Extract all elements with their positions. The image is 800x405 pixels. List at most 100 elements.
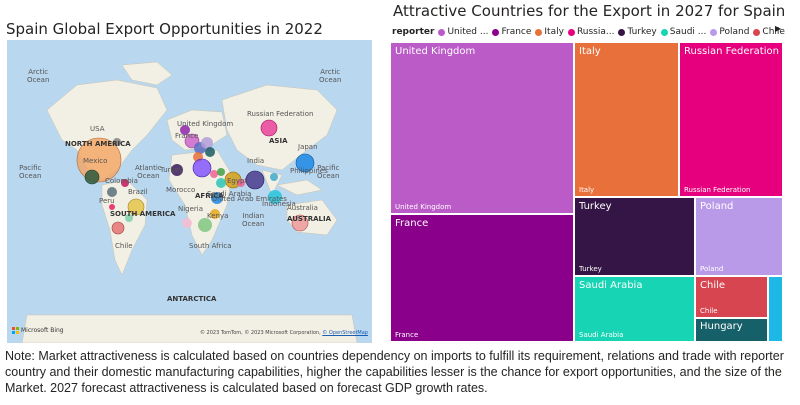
label-nigeria: Nigeria <box>178 205 204 213</box>
tile-label-bottom: Saudi Arabia <box>579 331 624 339</box>
bubble-turkey <box>171 164 183 176</box>
treemap-legend: reporter United ... France Italy Russia.… <box>392 24 789 40</box>
bubble-india <box>245 170 265 190</box>
label-north-america: NORTH AMERICA <box>65 140 131 148</box>
tile-russian-federation[interactable]: Russian Federation Russian Federation <box>679 42 783 197</box>
bubble-uae <box>211 192 223 204</box>
bubble-venezuela <box>121 179 129 187</box>
bubble-poland <box>201 137 213 149</box>
legend-label: France <box>501 27 532 37</box>
tile-france[interactable]: France France <box>390 214 574 342</box>
bubble-israel <box>217 168 225 176</box>
label-antarctica: ANTARCTICA <box>167 295 217 303</box>
tile-label-bottom: United Kingdom <box>395 203 452 211</box>
label-pacific-left: Pacific Ocean <box>19 164 42 180</box>
tile-hungary[interactable]: Hungary <box>695 318 768 342</box>
legend-item-united-kingdom[interactable]: United ... <box>438 27 488 37</box>
legend-label: Chile <box>762 27 785 37</box>
bubble-united-kingdom <box>180 125 190 135</box>
label-kenya: Kenya <box>207 212 229 220</box>
legend-item-chile[interactable]: Chile <box>753 27 785 37</box>
label-south-america: SOUTH AMERICA <box>110 210 176 218</box>
bubble-nigeria <box>182 218 192 228</box>
legend-item-poland[interactable]: Poland <box>710 27 749 37</box>
label-brazil: Brazil <box>128 188 148 196</box>
tile-turkey[interactable]: Turkey Turkey <box>574 197 695 276</box>
legend-dot <box>438 28 446 36</box>
bubble-paraguay <box>109 204 115 210</box>
label-arctic-ocean-right: Arctic Ocean <box>319 68 342 84</box>
legend-label: Turkey <box>627 27 657 37</box>
bubble-hungary <box>205 147 215 157</box>
bubble-japan <box>295 153 315 173</box>
bubble-indonesia <box>268 190 282 204</box>
legend-label: Russia... <box>576 27 615 37</box>
tile-united-kingdom[interactable]: United Kingdom United Kingdom <box>390 42 574 214</box>
label-peru: Peru <box>99 197 115 205</box>
bubble-russian-federation <box>260 119 278 137</box>
legend-item-italy[interactable]: Italy <box>535 27 564 37</box>
map-landmass <box>21 61 358 343</box>
legend-next-chevron-right-icon[interactable]: ▶ <box>775 24 782 33</box>
label-africa: AFRICA <box>195 192 224 200</box>
legend-dot <box>567 28 575 36</box>
label-india: India <box>247 157 265 165</box>
legend-dot <box>753 28 761 36</box>
bubble-saudi-arabia <box>216 178 226 188</box>
footnote: Note: Market attractiveness is calculate… <box>5 349 784 395</box>
bubble-layer <box>76 119 315 235</box>
bubble-morocco <box>192 158 212 178</box>
bubble-kenya <box>210 209 220 219</box>
label-egypt: Egypt <box>227 177 248 185</box>
tile-label-top: Poland <box>700 201 734 212</box>
tile-label-bottom: Russian Federation <box>684 186 751 194</box>
legend-dot <box>618 28 626 36</box>
tile-label-top: United Kingdom <box>395 46 476 57</box>
tile-italy[interactable]: Italy Italy <box>574 42 679 197</box>
treemap-title: Attractive Countries for the Export in 2… <box>393 2 786 20</box>
tile-label-top: Italy <box>579 46 601 57</box>
label-south-africa: South Africa <box>189 242 232 250</box>
bubble-south-africa <box>198 218 212 232</box>
legend-item-turkey[interactable]: Turkey <box>618 27 657 37</box>
bubble-colombia <box>84 169 100 185</box>
tile-label-top: Turkey <box>579 201 612 212</box>
tile-other[interactable] <box>768 276 783 342</box>
label-japan: Japan <box>298 143 318 151</box>
label-philippines: Philippines <box>290 167 328 175</box>
world-map[interactable]: Arctic Ocean Arctic Ocean USA NORTH AMERIC… <box>7 40 372 343</box>
label-saudi-arabia: Saudi Arabia <box>207 190 252 198</box>
label-france: France <box>175 132 199 140</box>
legend-item-russia[interactable]: Russia... <box>567 27 615 37</box>
label-united-kingdom: United Kingdom <box>177 120 234 128</box>
legend-dot <box>710 28 718 36</box>
legend-dot <box>535 28 543 36</box>
label-indonesia: Indonesia <box>262 200 296 208</box>
bubble-algeria <box>210 170 218 178</box>
bubble-philippines <box>270 173 278 181</box>
tile-chile[interactable]: Chile Chile <box>695 276 768 318</box>
label-colombia: Colombia <box>105 177 138 185</box>
bubble-chile <box>111 221 125 235</box>
treemap: United Kingdom United Kingdom France Fra… <box>390 42 785 342</box>
label-arctic-ocean-left: Arctic Ocean <box>27 68 50 84</box>
bing-logo: Microsoft Bing <box>12 327 64 334</box>
tile-saudi-arabia[interactable]: Saudi Arabia Saudi Arabia <box>574 276 695 342</box>
tile-poland[interactable]: Poland Poland <box>695 197 783 276</box>
tile-label-bottom: Poland <box>700 265 724 273</box>
tile-label-bottom: Turkey <box>579 265 602 273</box>
bubble-china <box>237 179 245 187</box>
legend-label: Poland <box>719 27 750 37</box>
microsoft-logo-icon <box>12 327 19 334</box>
legend-label: Italy <box>544 27 564 37</box>
legend-dot <box>492 28 500 36</box>
legend-item-saudi[interactable]: Saudi ... <box>660 27 706 37</box>
label-pacific-right: Pacific Ocean <box>317 164 340 180</box>
label-usa: USA <box>90 125 105 133</box>
osm-link[interactable]: © OpenStreetMap <box>322 330 368 336</box>
tile-label-top: Hungary <box>700 321 743 332</box>
label-mexico: Mexico <box>83 157 108 165</box>
tile-label-top: Russian Federation <box>684 46 779 57</box>
legend-item-france[interactable]: France <box>492 27 531 37</box>
bubble-australia <box>291 214 309 232</box>
